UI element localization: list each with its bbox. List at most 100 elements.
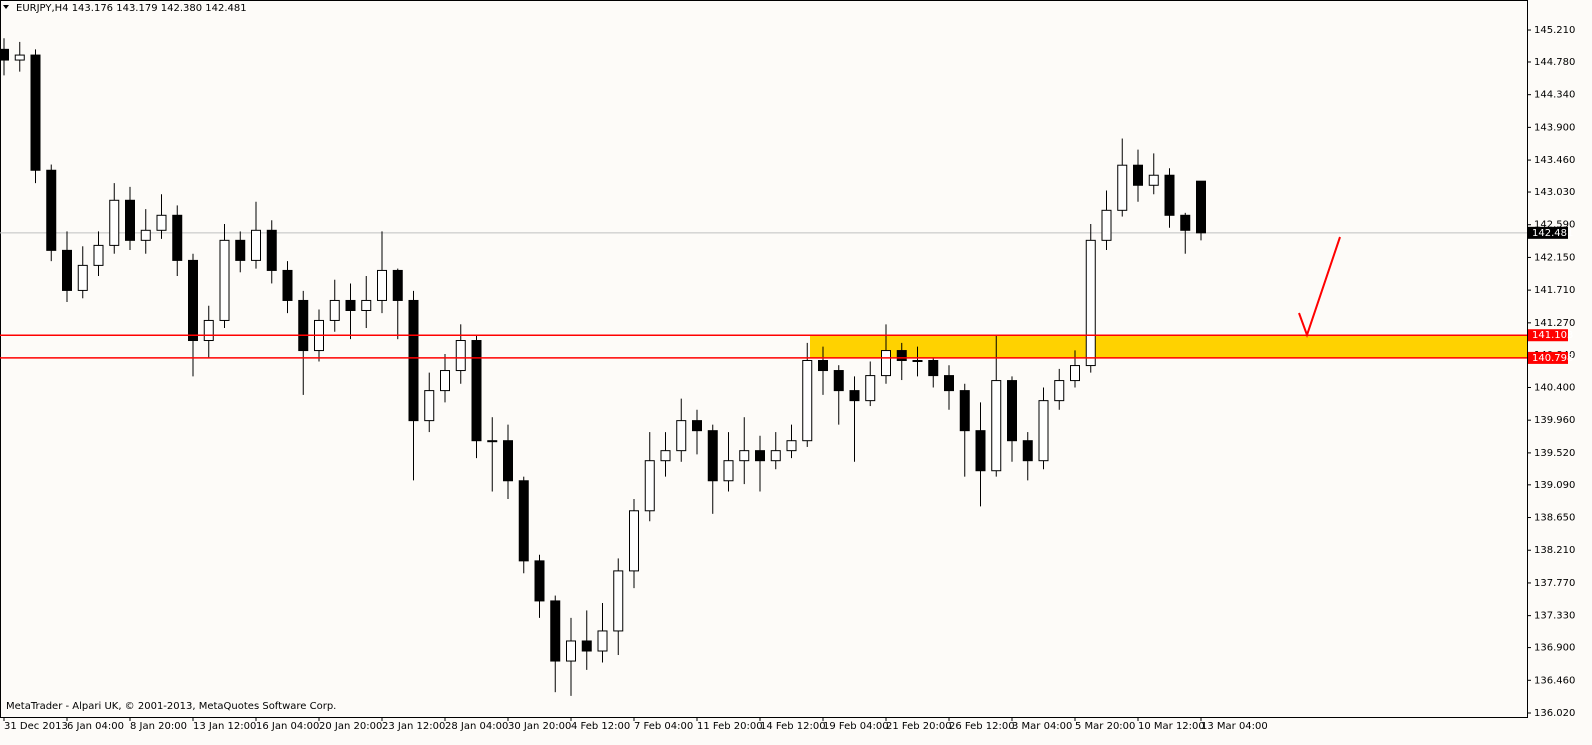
x-tick-label: 4 Feb 12:00 [571,721,630,732]
body [62,249,72,291]
body [424,390,435,422]
level-label-box [1528,351,1568,364]
body [361,299,372,311]
body [881,350,891,377]
y-tick-label: 139.960 [1534,415,1575,426]
body [455,340,466,372]
x-tick-label: 11 Feb 20:00 [697,721,763,732]
body [534,560,545,602]
body [14,54,25,61]
body [235,239,246,261]
y-tick-label: 143.030 [1534,187,1575,198]
body [944,375,954,392]
x-tick-label: 8 Jan 20:00 [130,721,187,732]
body [581,640,592,652]
y-tick-label: 143.900 [1534,122,1575,133]
body [1148,174,1159,186]
menu-icon [3,5,9,9]
y-tick-label: 139.520 [1534,448,1575,459]
body [1180,214,1191,231]
body [377,269,387,301]
y-tick-label: 144.780 [1534,57,1575,68]
body [676,420,687,452]
body [345,299,356,311]
y-tick-label: 141.270 [1534,318,1575,329]
x-tick-label: 31 Dec 2013 [4,721,68,732]
y-tick-label: 137.770 [1534,578,1575,589]
candles-layer [0,38,1206,696]
y-tick-label: 144.340 [1534,90,1575,101]
x-tick-label: 16 Jan 04:00 [256,721,319,732]
zone [810,335,1527,358]
body [46,169,57,251]
x-tick-label: 30 Jan 20:00 [508,721,571,732]
body [786,440,797,452]
header: EURJPY,H4 143.176 143.179 142.380 142.48… [16,3,247,14]
level-label-box [1528,329,1568,342]
x-tick-label: 10 Mar 12:00 [1138,721,1205,732]
price-label-box [1528,226,1568,239]
body [140,229,151,241]
x-tick-label: 13 Jan 12:00 [193,721,256,732]
y-tick-label: 142.590 [1534,220,1575,231]
x-tick-label: 14 Feb 12:00 [760,721,826,732]
y-tick-label: 138.210 [1534,545,1575,556]
body [865,375,876,402]
x-tick-label: 19 Feb 04:00 [823,721,889,732]
y-tick-label: 136.900 [1534,643,1575,654]
body [125,199,135,241]
body [93,244,104,266]
footer: MetaTrader - Alpari UK, © 2001-2013, Met… [6,701,336,712]
x-tick-label: 28 Jan 04:00 [445,721,508,732]
body [1038,400,1049,462]
body [251,229,261,261]
body [77,264,88,291]
body [1133,164,1143,186]
body [1007,380,1017,442]
body [471,340,482,442]
body [1085,239,1096,367]
body [109,199,120,246]
x-tick-label: 13 Mar 04:00 [1201,721,1268,732]
body [1196,180,1206,234]
plot-frame [0,0,1528,718]
x-tick-label: 21 Feb 20:00 [886,721,952,732]
body [802,360,813,442]
x-tick-label: 6 Jan 04:00 [67,721,124,732]
body [723,460,734,482]
body [156,214,167,231]
body [503,440,513,482]
body [849,390,860,402]
body [1117,164,1128,211]
y-tick-label: 145.210 [1534,25,1575,36]
body [644,460,655,512]
body [266,229,277,271]
x-tick-label: 23 Jan 12:00 [382,721,445,732]
y-tick-label: 142.150 [1534,252,1575,263]
body [1070,365,1080,382]
body [833,370,844,392]
price-label: 142.481 [1532,228,1573,239]
y-tick-label: 138.650 [1534,513,1575,524]
body [991,380,1002,472]
body [172,214,183,261]
x-tick-label: 20 Jan 20:00 [319,721,382,732]
body [550,600,561,662]
body [975,430,986,472]
body [660,450,671,462]
body [928,360,939,377]
body [203,319,214,342]
body [408,299,419,422]
body [597,630,608,652]
y-tick-label: 136.460 [1534,675,1575,686]
body [1164,174,1175,216]
body [566,640,576,662]
body [30,54,41,171]
body [912,360,923,363]
body [818,360,828,372]
body [329,299,340,321]
x-tick-label: 7 Feb 04:00 [634,721,693,732]
